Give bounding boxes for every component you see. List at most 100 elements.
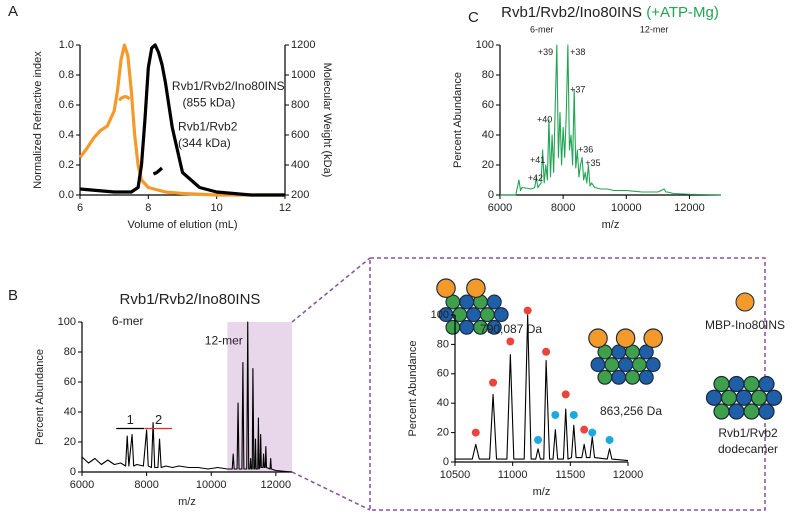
y-tick-label: 80 (482, 69, 494, 81)
x-axis-label: m/z (178, 496, 196, 508)
marker (489, 378, 498, 387)
annotation: (344 kDa) (178, 136, 231, 150)
y-axis-label: Normalized Refractive index (32, 51, 44, 189)
y-tick-label: 20 (482, 159, 494, 171)
x-tick-label: 6 (77, 202, 83, 214)
x-tick-label: 12 (279, 202, 291, 214)
y-tick-label: 100 (58, 316, 76, 328)
annotation: Rvb1/Rvb2/Ino80INS (172, 79, 285, 93)
y-tick-label: 40 (482, 129, 494, 141)
marker (506, 337, 515, 346)
x-tick-label: 12000 (261, 479, 292, 491)
icon-complex-790 (436, 278, 509, 335)
annotation: +35 (585, 158, 600, 168)
y-tick-label: 1.0 (59, 39, 74, 51)
y-axis-label: Percent Abundance (407, 340, 419, 436)
annotation: +42 (528, 173, 543, 183)
x-tick-label: 10 (211, 202, 223, 214)
x-tick-label: 11500 (555, 469, 585, 481)
annotation: +37 (570, 84, 585, 94)
y-tick-label: 80 (437, 338, 449, 350)
y-tick-label: 20 (437, 427, 449, 439)
marker (561, 390, 570, 399)
chart-title-suffix: (+ATP-Mg) (646, 4, 719, 21)
annotation: (855 kDa) (183, 96, 236, 110)
y-tick-label: 0.6 (59, 99, 74, 111)
y-axis-label: Percent Abundance (452, 72, 464, 168)
x-tick-label: 10500 (440, 469, 471, 481)
key-dodecamer-label: Rvb1/Rvb2 (718, 426, 778, 440)
y-tick-label: 80 (64, 346, 76, 358)
x-tick-label: 6000 (488, 202, 512, 214)
marker (588, 428, 597, 437)
y-tick-label: 40 (64, 406, 76, 418)
marker (471, 428, 480, 437)
marker (523, 306, 532, 315)
y-tick-label: 100 (431, 309, 449, 321)
y-tick-label: 0 (443, 456, 449, 468)
series-line (455, 314, 629, 462)
annotation: 1 (127, 412, 134, 427)
y-tick-label: 0.0 (59, 189, 74, 201)
x-tick-label: 12000 (613, 469, 644, 481)
y-tick-label: 0 (70, 466, 76, 478)
y-axis-label: Percent Abundance (34, 349, 46, 445)
y-tick-label: 0.2 (59, 159, 74, 171)
annotation: +40 (537, 114, 552, 124)
annotation: 12-mer (640, 24, 669, 34)
key-dodecamer-icon (705, 375, 783, 420)
panel-label: A (8, 3, 18, 20)
y-tick-label: 0 (488, 189, 494, 201)
x-tick-label: 11000 (498, 469, 528, 481)
series-line (500, 44, 722, 196)
annotation: 790,087 Da (480, 322, 542, 336)
y2-axis-label: Molecular Weight (kDa) (321, 63, 333, 178)
y2-tick-label: 1200 (291, 39, 315, 51)
series-line (81, 321, 293, 473)
x-tick-label: 6000 (70, 479, 94, 491)
x-axis-label: m/z (602, 219, 620, 231)
chart-title-main: Rvb1/Rvb2/Ino80INS (120, 291, 261, 308)
icon-complex-863 (588, 328, 663, 385)
marker (551, 410, 560, 419)
key-ino80-icon (735, 292, 755, 312)
series-line (118, 95, 131, 102)
chart-title: Rvb1/Rvb2/Ino80INS (+ATP-Mg) (501, 4, 719, 21)
marker (569, 410, 578, 419)
annotation: 6-mer (530, 24, 554, 34)
series-line (152, 166, 164, 176)
annotation: +41 (530, 155, 545, 165)
series-line (78, 43, 285, 197)
y2-tick-label: 200 (291, 189, 309, 201)
annotation: +36 (578, 144, 593, 154)
panel-label: B (8, 287, 18, 304)
annotation: 12-mer (205, 334, 243, 348)
y2-tick-label: 1000 (291, 69, 315, 81)
x-tick-label: 8000 (134, 479, 158, 491)
y-tick-label: 0.4 (59, 129, 74, 141)
x-tick-label: 8000 (551, 202, 575, 214)
key-dodecamer-label: dodecamer (718, 442, 778, 456)
annotation: +38 (570, 47, 585, 57)
key-ino80-label: MBP-Ino80INS (705, 318, 785, 332)
y-tick-label: 60 (482, 99, 494, 111)
chart-title: Rvb1/Rvb2/Ino80INS (120, 291, 261, 308)
annotation: 863,256 Da (600, 404, 662, 418)
y2-tick-label: 600 (291, 129, 309, 141)
marker (580, 425, 589, 434)
y-tick-label: 60 (64, 376, 76, 388)
y-tick-label: 40 (437, 397, 449, 409)
zoom-connector (291, 257, 371, 323)
y-tick-label: 0.8 (59, 69, 74, 81)
zoom-connector (291, 471, 371, 511)
x-tick-label: 8 (145, 202, 151, 214)
y2-tick-label: 800 (291, 99, 309, 111)
x-axis-label: m/z (533, 486, 551, 498)
annotation: 2 (155, 412, 162, 427)
x-tick-label: 10000 (196, 479, 227, 491)
marker (542, 347, 551, 356)
y-tick-label: 100 (476, 39, 494, 51)
x-tick-label: 12000 (674, 202, 705, 214)
chart-title-main: Rvb1/Rvb2/Ino80INS (501, 4, 642, 21)
